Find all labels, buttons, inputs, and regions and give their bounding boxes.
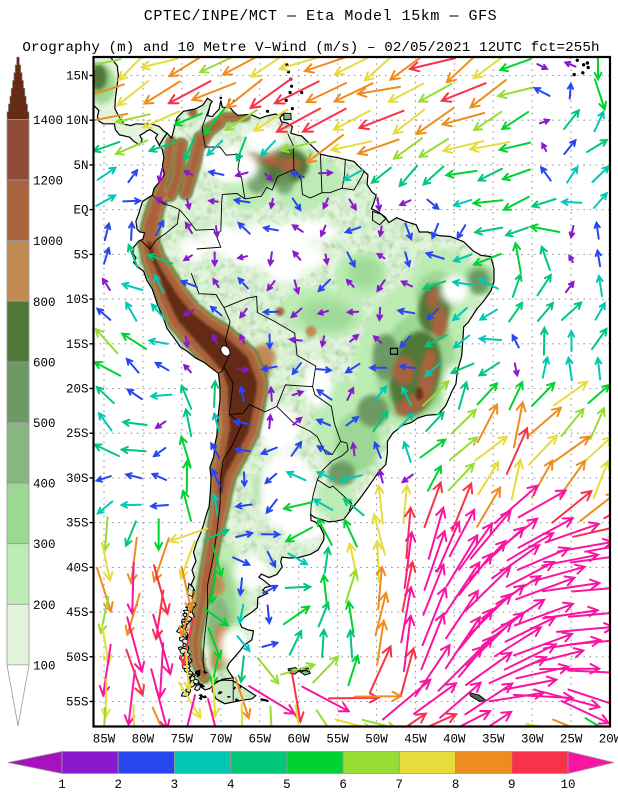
svg-text:400: 400: [33, 478, 56, 492]
svg-text:65W: 65W: [248, 733, 271, 747]
svg-text:35W: 35W: [482, 733, 505, 747]
svg-text:10N: 10N: [66, 114, 89, 128]
svg-text:25S: 25S: [66, 427, 89, 441]
svg-text:1000: 1000: [33, 235, 63, 249]
svg-text:8: 8: [452, 778, 460, 792]
svg-text:3: 3: [171, 778, 179, 792]
svg-text:500: 500: [33, 417, 56, 431]
svg-text:40S: 40S: [66, 561, 89, 575]
svg-text:15S: 15S: [66, 338, 89, 352]
svg-text:20W: 20W: [599, 733, 618, 747]
svg-text:50W: 50W: [365, 733, 388, 747]
svg-text:200: 200: [33, 599, 56, 613]
svg-text:15N: 15N: [66, 70, 89, 84]
svg-text:20S: 20S: [66, 383, 89, 397]
svg-text:1400: 1400: [33, 114, 63, 128]
svg-text:6: 6: [339, 778, 347, 792]
svg-text:5S: 5S: [73, 248, 88, 262]
svg-text:100: 100: [33, 659, 56, 673]
svg-text:80W: 80W: [132, 733, 155, 747]
svg-text:45S: 45S: [66, 606, 89, 620]
svg-text:75W: 75W: [171, 733, 194, 747]
svg-text:35S: 35S: [66, 517, 89, 531]
svg-text:10S: 10S: [66, 293, 89, 307]
svg-text:50S: 50S: [66, 651, 89, 665]
svg-text:55W: 55W: [326, 733, 349, 747]
svg-text:30S: 30S: [66, 472, 89, 486]
svg-text:7: 7: [396, 778, 404, 792]
svg-text:40W: 40W: [443, 733, 466, 747]
svg-text:85W: 85W: [93, 733, 116, 747]
svg-text:25W: 25W: [560, 733, 583, 747]
svg-text:60W: 60W: [287, 733, 310, 747]
svg-text:5: 5: [283, 778, 291, 792]
svg-text:10: 10: [560, 778, 575, 792]
svg-text:CPTEC/INPE/MCT — Eta Model 15: CPTEC/INPE/MCT — Eta Model 15km — GFS: [144, 8, 497, 25]
svg-text:4: 4: [227, 778, 235, 792]
svg-text:1: 1: [58, 778, 66, 792]
svg-text:5N: 5N: [73, 159, 88, 173]
svg-text:1200: 1200: [33, 175, 63, 189]
svg-text:800: 800: [33, 296, 56, 310]
svg-text:Orography (m) and 10 Metre V–W: Orography (m) and 10 Metre V–Wind (m/s) …: [22, 40, 599, 56]
svg-text:55S: 55S: [66, 696, 89, 710]
svg-text:45W: 45W: [404, 733, 427, 747]
svg-text:2: 2: [114, 778, 122, 792]
svg-text:EQ: EQ: [73, 204, 88, 218]
svg-text:300: 300: [33, 538, 56, 552]
svg-text:30W: 30W: [521, 733, 544, 747]
svg-text:9: 9: [508, 778, 516, 792]
svg-text:600: 600: [33, 356, 56, 370]
svg-text:70W: 70W: [210, 733, 233, 747]
